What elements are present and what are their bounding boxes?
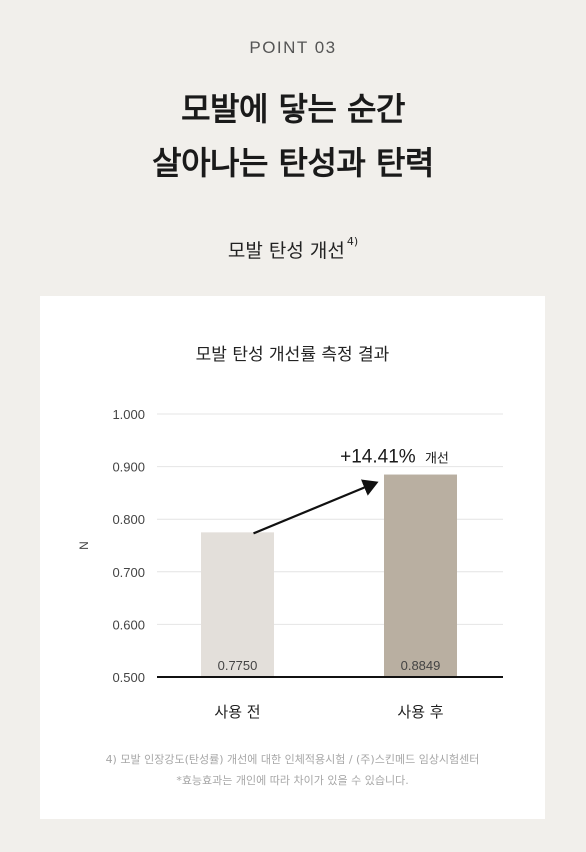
bar-chart: 1.000 0.900 0.800 0.700 0.600 0.500 N 0.7750 0… [77,407,503,721]
x-category-label: 사용 전 [214,703,260,721]
bar [384,474,457,677]
chart-title: 모발 탄성 개선률 측정 결과 [195,345,390,365]
footnote-source: 4) 모발 인장강도(탄성률) 개선에 대한 인체적용시험 / (주)스킨메드 … [105,753,480,766]
improvement-percent: +14.41% [340,447,416,468]
footnote-ref: 4) [346,235,359,248]
section-subtitle: 모발 탄성 개선 4) [0,235,586,263]
y-axis-label: N [77,541,91,550]
improvement-arrow [253,479,379,535]
improvement-suffix: 개선 [425,451,449,466]
chart-card: 모발 탄성 개선률 측정 결과 1.000 0.900 0.800 0.700 0.60… [40,296,545,819]
y-tick-label: 0.900 [112,460,145,475]
y-tick-label: 0.700 [112,565,145,580]
point-label: POINT 03 [249,38,337,57]
y-tick-label: 0.500 [112,670,145,685]
y-tick-label: 0.600 [112,617,145,632]
improvement-annotation: +14.41% 개선 [340,447,449,468]
subtitle-text: 모발 탄성 개선 [227,240,345,262]
headline-line-2: 살아나는 탄성과 탄력 [152,144,434,182]
headline-line-1: 모발에 닿는 순간 [181,90,405,128]
footnote-disclaimer: *효능효과는 개인에 따라 차이가 있을 수 있습니다. [176,774,409,787]
bar [201,532,274,677]
bar-value-label: 0.7750 [218,658,258,673]
y-tick-label: 1.000 [112,407,145,422]
bar-value-label: 0.8849 [401,658,441,673]
y-tick-label: 0.800 [112,512,145,527]
x-category-label: 사용 후 [397,703,443,721]
